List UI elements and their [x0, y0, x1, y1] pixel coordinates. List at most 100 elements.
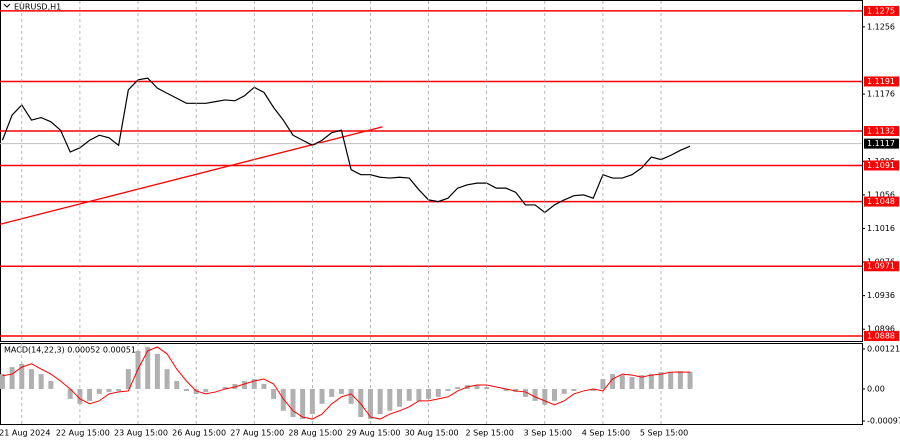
histogram-bar: [96, 388, 102, 394]
histogram-bar: [280, 388, 286, 411]
y-tick-label: 1.0936: [867, 291, 895, 300]
histogram-bar: [116, 388, 122, 391]
histogram-bar: [338, 388, 344, 394]
macd-title: MACD(14,22,3) 0.00052 0.00051: [4, 346, 136, 355]
level-label: 1.1132: [867, 127, 895, 136]
histogram-bar: [183, 388, 189, 391]
symbol-icon: [3, 3, 11, 8]
histogram-bar: [542, 388, 548, 405]
x-tick-label: 22 Aug 15:00: [56, 429, 110, 438]
last-price-label: 1.1117: [867, 139, 895, 148]
level-label-box: [864, 196, 899, 207]
x-tick-label: 3 Sep 15:00: [524, 429, 572, 438]
level-label: 1.0971: [867, 262, 895, 271]
histogram-bar: [503, 388, 509, 391]
histogram-bar: [261, 383, 267, 389]
histogram-bar: [677, 371, 683, 389]
y-tick-label: 1.1176: [867, 90, 895, 99]
histogram-bar: [668, 372, 674, 389]
histogram-bar: [367, 388, 373, 420]
histogram-bar: [610, 374, 616, 389]
histogram-bar: [561, 388, 567, 394]
histogram-bar: [358, 388, 364, 418]
x-tick-label: 30 Aug 15:00: [405, 429, 459, 438]
histogram-bar: [639, 375, 645, 389]
histogram-bar: [571, 388, 577, 391]
histogram-bar: [300, 388, 306, 420]
histogram-bar: [125, 369, 131, 389]
histogram-bar: [658, 372, 664, 389]
histogram-bar: [484, 386, 490, 389]
y-tick-label: 1.1256: [867, 22, 895, 31]
x-tick-label: 21 Aug 2024: [0, 429, 50, 438]
histogram-bar: [387, 388, 393, 411]
level-label-box: [864, 76, 899, 87]
histogram-bar: [687, 371, 693, 389]
histogram-bar: [455, 386, 461, 389]
histogram-bar: [629, 377, 635, 389]
level-label-box: [864, 160, 899, 171]
level-label-box: [864, 5, 899, 16]
histogram-bar: [38, 374, 44, 389]
price-line: [1, 77, 691, 214]
histogram-bar: [19, 363, 25, 389]
histogram-bar: [435, 388, 441, 397]
histogram-bar: [87, 388, 93, 401]
histogram-bar: [203, 388, 209, 392]
histogram-bar: [28, 369, 34, 389]
histogram-bar: [397, 388, 403, 407]
x-tick-label: 23 Aug 15:00: [114, 429, 168, 438]
histogram-bar: [406, 388, 412, 401]
y-tick-label: -0.00097: [867, 417, 900, 426]
histogram-bar: [648, 374, 654, 389]
histogram-bar: [590, 388, 596, 391]
histogram-bar: [222, 386, 228, 389]
histogram-bar: [309, 388, 315, 415]
signal-line: [2, 346, 691, 420]
level-label: 1.1275: [867, 6, 895, 15]
level-label: 1.1191: [867, 77, 895, 86]
x-tick-label: 29 Aug 15:00: [346, 429, 400, 438]
histogram-bar: [416, 388, 422, 401]
histogram-bar: [445, 388, 451, 391]
y-tick-label: 0.00121: [867, 344, 900, 353]
y-tick-label: 1.1016: [867, 224, 895, 233]
y-tick-label: 1.1056: [867, 190, 895, 199]
last-price-box: [864, 138, 899, 149]
histogram-bar: [106, 388, 112, 392]
x-tick-label: 27 Aug 15:00: [230, 429, 284, 438]
histogram-bar: [619, 375, 625, 389]
histogram-bar: [77, 388, 83, 404]
level-label-box: [864, 330, 899, 341]
x-tick-label: 4 Sep 15:00: [582, 429, 630, 438]
histogram-bar: [532, 388, 538, 401]
histogram-bar: [67, 388, 73, 399]
histogram-bar: [600, 379, 606, 389]
level-label: 1.1048: [867, 197, 895, 206]
histogram-bar: [319, 388, 325, 404]
histogram-bar: [551, 388, 557, 401]
level-label: 1.0888: [867, 331, 895, 340]
histogram-bar: [522, 388, 528, 397]
histogram-bar: [242, 381, 248, 389]
x-tick-label: 5 Sep 15:00: [640, 429, 688, 438]
histogram-bar: [0, 374, 5, 389]
histogram-bar: [377, 388, 383, 415]
histogram-bar: [271, 388, 277, 399]
price-panel: [0, 0, 863, 342]
histogram-bar: [9, 367, 15, 389]
y-tick-label: 0.00: [867, 384, 885, 393]
y-tick-label: 1.0896: [867, 325, 895, 334]
level-label: 1.1091: [867, 161, 895, 170]
x-tick-label: 28 Aug 15:00: [288, 429, 342, 438]
level-label-box: [864, 126, 899, 137]
histogram-bar: [48, 381, 54, 389]
histogram-bar: [174, 381, 180, 389]
histogram-bar: [251, 379, 257, 389]
histogram-bar: [164, 369, 170, 389]
histogram-bar: [145, 346, 151, 389]
histogram-bar: [290, 388, 296, 418]
x-tick-label: 2 Sep 15:00: [466, 429, 514, 438]
trend-line: [0, 126, 383, 225]
